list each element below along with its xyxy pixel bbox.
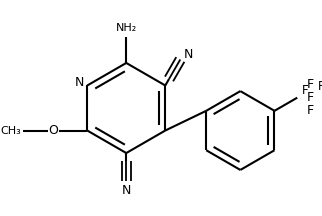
Text: F: F [307,91,314,104]
Text: NH₂: NH₂ [116,23,137,33]
Text: F: F [302,84,308,97]
Text: O: O [49,124,58,137]
Text: F: F [307,104,314,117]
Text: CH₃: CH₃ [0,125,21,135]
Text: F: F [318,80,322,93]
Text: N: N [75,76,84,89]
Text: N: N [184,48,194,61]
Text: N: N [122,184,131,197]
Text: F: F [307,78,314,91]
